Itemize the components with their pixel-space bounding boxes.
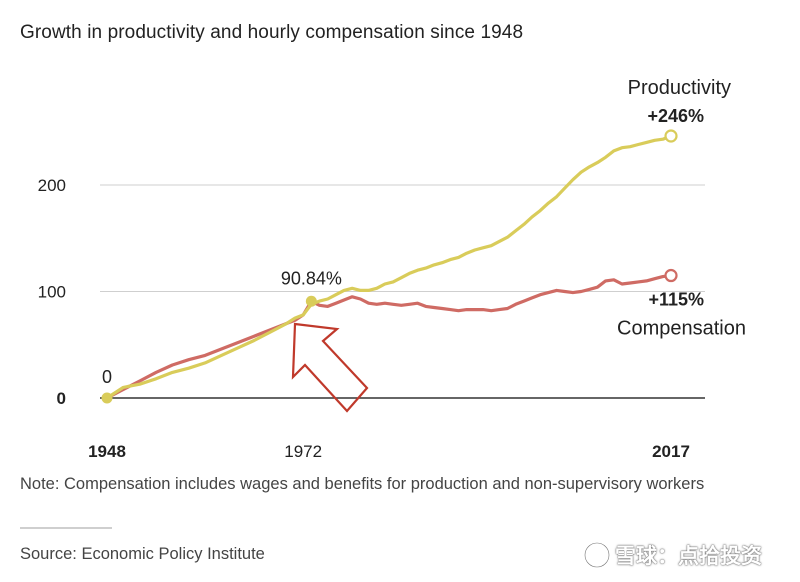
- divider: [20, 527, 112, 529]
- end-marker-compensation: [664, 268, 678, 283]
- y-tick-label: 100: [38, 283, 66, 302]
- annotation-arrow: [291, 322, 369, 413]
- x-tick-label: 1972: [284, 442, 322, 461]
- chart-source: Source: Economic Policy Institute: [20, 545, 265, 563]
- chart-plot: 0 100 200 1948 1972 2017 Productivity +246% +115…: [38, 77, 746, 461]
- series-line-productivity: [105, 134, 673, 400]
- annotation-point: [101, 392, 113, 404]
- watermark: 雪球：点拾投资: [583, 540, 762, 570]
- series-name-compensation: Compensation: [617, 318, 746, 340]
- chart-note: Note: Compensation includes wages and be…: [20, 475, 705, 493]
- chart-title: Growth in productivity and hourly compen…: [20, 22, 524, 43]
- series-change-compensation: +115%: [648, 290, 704, 310]
- y-tick-label: 0: [57, 389, 66, 408]
- watermark-text: 雪球：点拾投资: [615, 544, 762, 568]
- annotation-point: [305, 295, 317, 307]
- x-tick-label: 1948: [88, 442, 126, 461]
- y-tick-label: 200: [38, 176, 66, 195]
- annotation-label: 90.84%: [281, 268, 342, 288]
- x-tick-label: 2017: [652, 442, 690, 461]
- series-name-productivity: Productivity: [628, 77, 731, 99]
- end-marker-productivity: [664, 129, 678, 143]
- annotation-label: 0: [102, 367, 112, 387]
- snowball-logo-icon: [583, 541, 611, 569]
- series-line-compensation: [105, 273, 673, 400]
- series-change-productivity: +246%: [647, 106, 704, 126]
